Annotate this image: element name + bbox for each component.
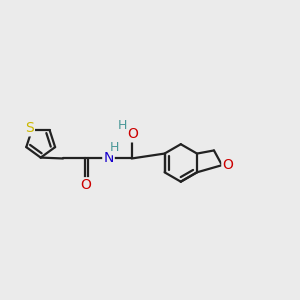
- Text: O: O: [222, 158, 233, 172]
- Text: H: H: [118, 119, 128, 132]
- Text: O: O: [128, 128, 139, 141]
- Text: H: H: [110, 141, 119, 154]
- Text: N: N: [103, 151, 114, 165]
- Text: O: O: [80, 178, 91, 192]
- Text: S: S: [25, 122, 34, 135]
